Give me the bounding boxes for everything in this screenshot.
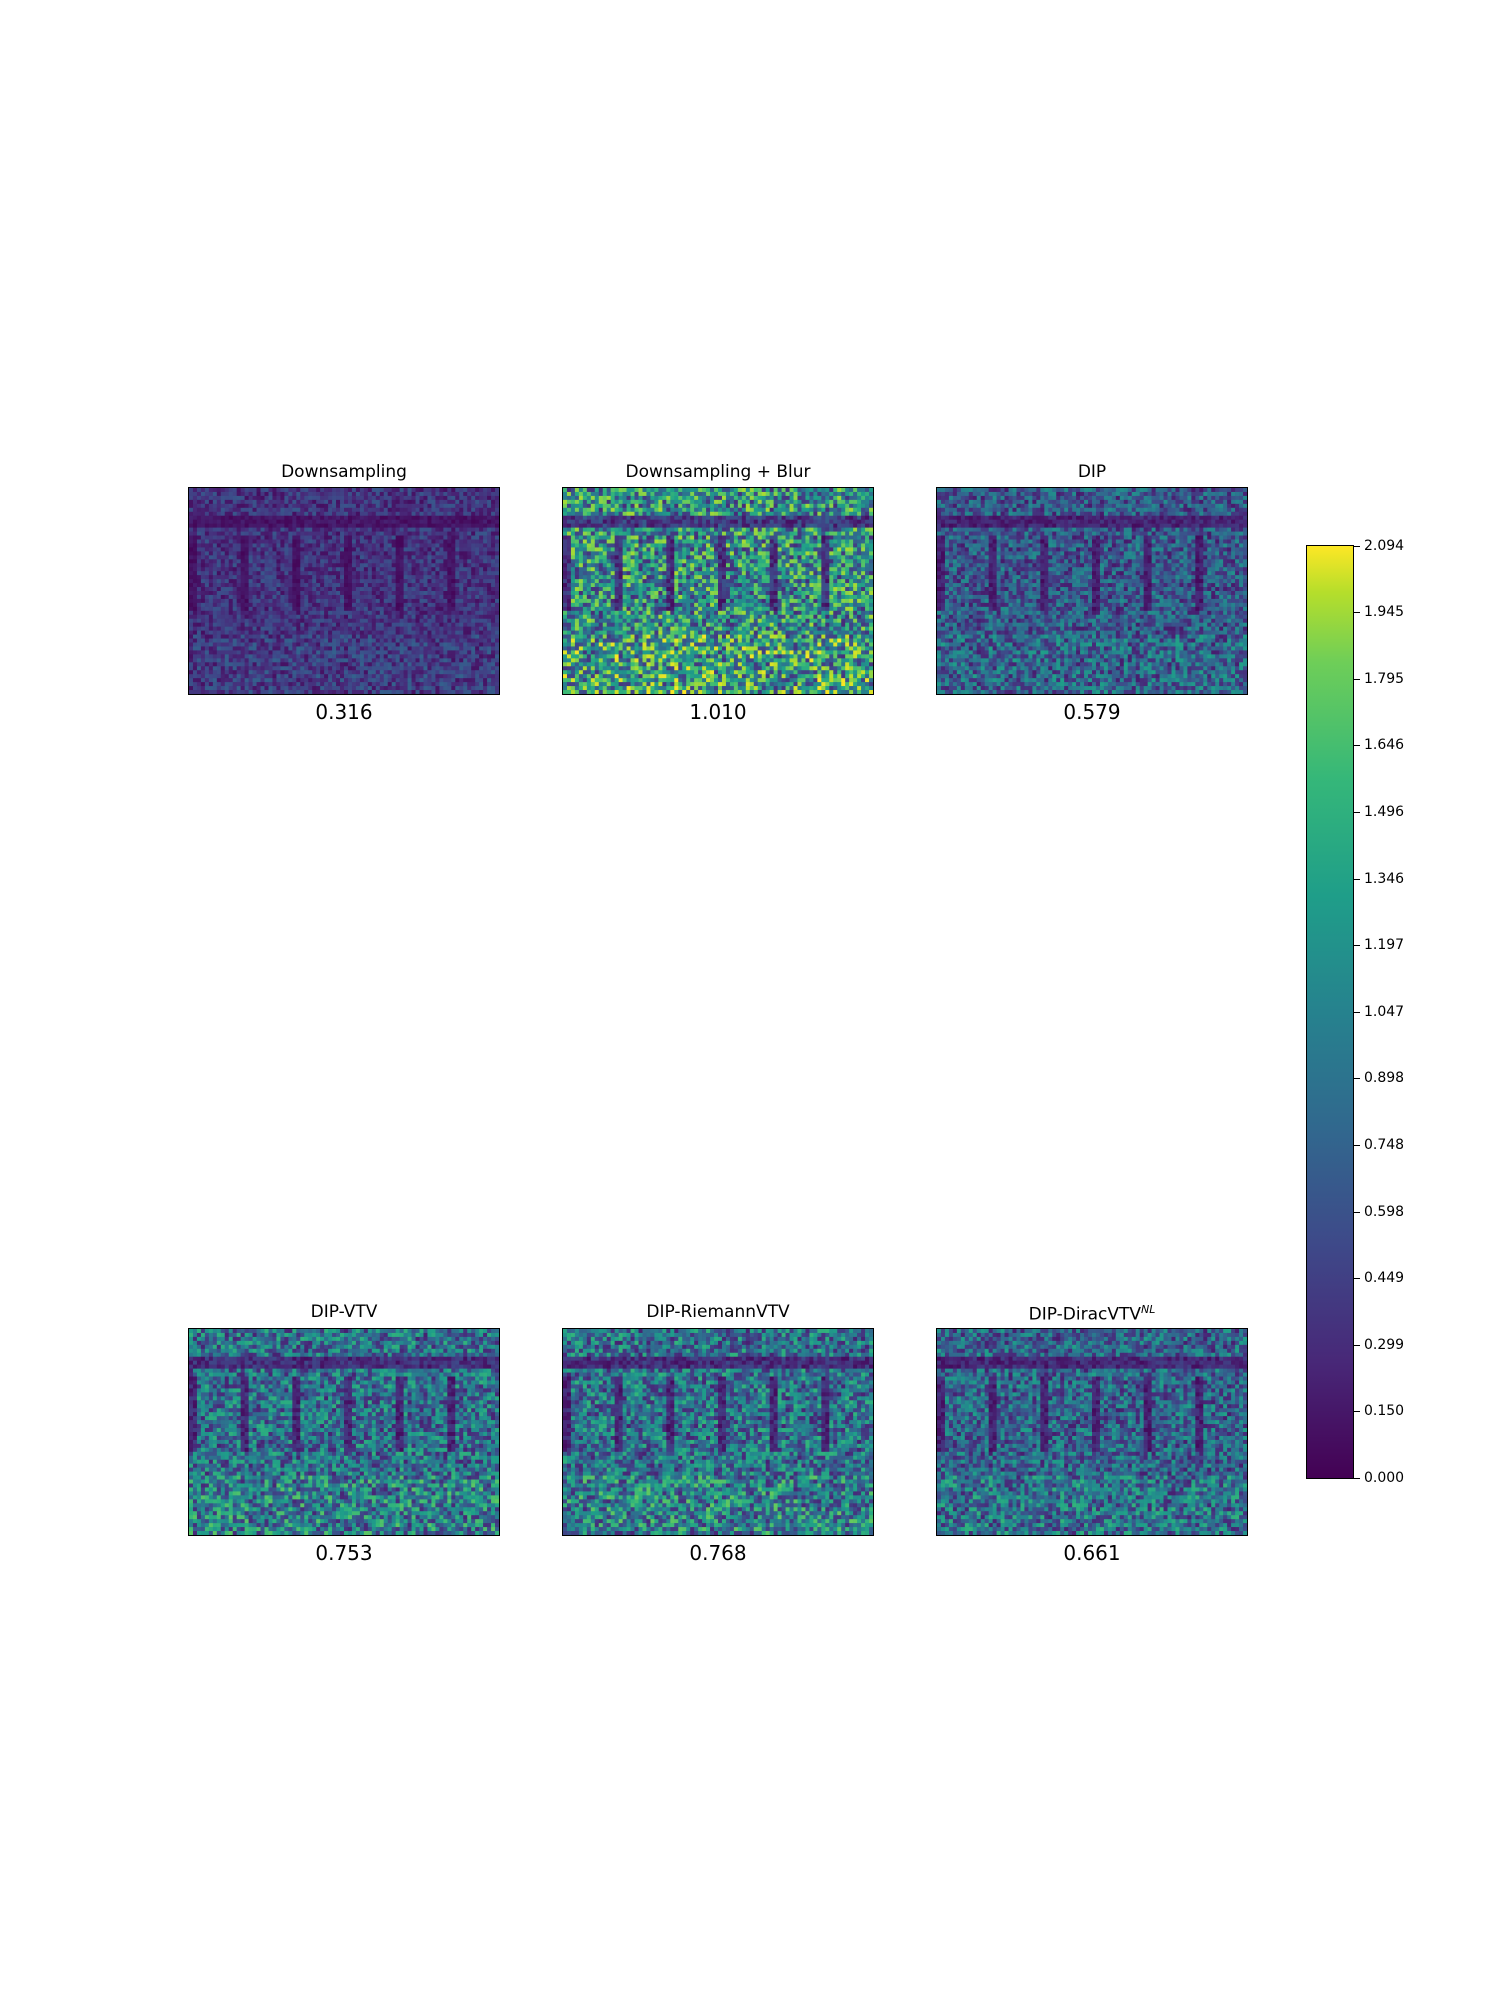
panel-title: DIP-RiemannVTV — [562, 1302, 874, 1322]
error-map-image — [936, 1328, 1248, 1536]
colorbar-tick-label: 0.000 — [1364, 1470, 1404, 1486]
panel-title: DIP-DiracVTVNL — [936, 1300, 1248, 1325]
error-map-texture — [937, 1329, 1247, 1535]
colorbar-tick-label: 1.646 — [1364, 737, 1404, 753]
error-map-texture — [563, 1329, 873, 1535]
panel-title: Downsampling + Blur — [562, 462, 874, 482]
colorbar-tick-label: 0.449 — [1364, 1270, 1404, 1286]
colorbar-tick-label: 0.598 — [1364, 1204, 1404, 1220]
panel-score: 0.316 — [188, 700, 500, 724]
error-map-texture — [937, 488, 1247, 694]
error-map-texture — [189, 1329, 499, 1535]
colorbar-tick — [1353, 1411, 1360, 1412]
colorbar-tick-label: 1.197 — [1364, 937, 1404, 953]
colorbar-tick — [1353, 812, 1360, 813]
colorbar-tick — [1353, 546, 1360, 547]
panel-title: Downsampling — [188, 462, 500, 482]
colorbar-tick — [1353, 945, 1360, 946]
colorbar-tick-label: 1.496 — [1364, 804, 1404, 820]
colorbar-tick-label: 2.094 — [1364, 538, 1404, 554]
colorbar-tick-label: 1.795 — [1364, 671, 1404, 687]
error-map-image — [188, 1328, 500, 1536]
panel-score: 0.661 — [936, 1541, 1248, 1565]
panel-score: 0.753 — [188, 1541, 500, 1565]
error-map-texture — [563, 488, 873, 694]
colorbar-tick — [1353, 1478, 1360, 1479]
colorbar-tick — [1353, 1278, 1360, 1279]
colorbar-tick — [1353, 1345, 1360, 1346]
colorbar-tick-label: 0.898 — [1364, 1070, 1404, 1086]
colorbar-tick — [1353, 1212, 1360, 1213]
colorbar-tick-label: 0.299 — [1364, 1337, 1404, 1353]
panel-score: 0.579 — [936, 700, 1248, 724]
panel-title: DIP-VTV — [188, 1302, 500, 1322]
colorbar-tick-label: 1.346 — [1364, 871, 1404, 887]
colorbar-tick-label: 1.945 — [1364, 604, 1404, 620]
colorbar-tick — [1353, 879, 1360, 880]
colorbar-tick — [1353, 1145, 1360, 1146]
error-map-texture — [189, 488, 499, 694]
colorbar-tick-label: 0.748 — [1364, 1137, 1404, 1153]
colorbar-tick — [1353, 679, 1360, 680]
panel-score: 1.010 — [562, 700, 874, 724]
colorbar-tick — [1353, 612, 1360, 613]
colorbar-tick-label: 0.150 — [1364, 1403, 1404, 1419]
error-map-image — [936, 487, 1248, 695]
colorbar — [1306, 545, 1354, 1479]
error-map-image — [562, 487, 874, 695]
colorbar-tick — [1353, 745, 1360, 746]
panel-score: 0.768 — [562, 1541, 874, 1565]
colorbar-tick-label: 1.047 — [1364, 1004, 1404, 1020]
panel-title-superscript: NL — [1141, 1303, 1155, 1316]
error-map-image — [188, 487, 500, 695]
colorbar-tick — [1353, 1012, 1360, 1013]
panel-title: DIP — [936, 462, 1248, 482]
error-map-image — [562, 1328, 874, 1536]
panel-title-base: DIP-DiracVTV — [1029, 1305, 1141, 1325]
colorbar-tick — [1353, 1078, 1360, 1079]
